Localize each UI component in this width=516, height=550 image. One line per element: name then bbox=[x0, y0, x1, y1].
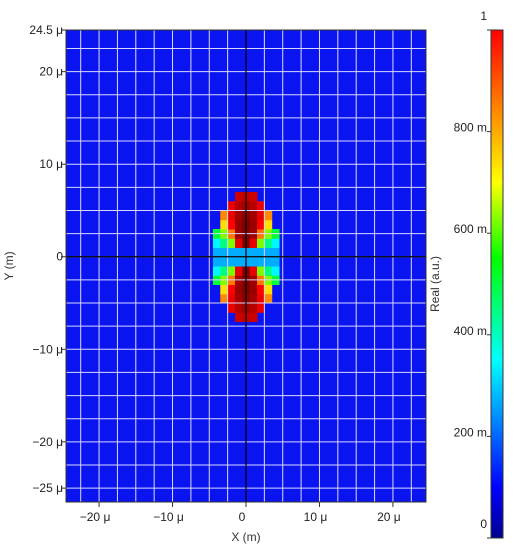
field-cell bbox=[234, 256, 243, 267]
field-cell bbox=[249, 303, 258, 313]
field-cell bbox=[234, 303, 243, 313]
field-cell bbox=[220, 210, 229, 221]
field-cell bbox=[249, 256, 258, 267]
field-cell bbox=[249, 191, 258, 202]
field-cell bbox=[257, 201, 265, 211]
field-cell bbox=[234, 284, 243, 295]
field-cell bbox=[220, 247, 229, 258]
field-cell bbox=[220, 238, 229, 248]
field-cell bbox=[234, 293, 243, 304]
field-cell bbox=[234, 219, 243, 230]
colorbar-tick-label: 800 m bbox=[454, 121, 487, 135]
field-cell bbox=[220, 219, 229, 230]
y-tick-label: 10 μ bbox=[39, 157, 63, 171]
y-tick-label: −20 μ bbox=[32, 435, 63, 449]
field-cell bbox=[249, 201, 258, 211]
field-cell bbox=[234, 312, 243, 323]
y-axis-ticks: 24.5 μ 20 μ 10 μ 0 −10 μ −20 μ −25 μ bbox=[29, 23, 66, 495]
field-cell bbox=[220, 284, 229, 295]
field-cell bbox=[227, 219, 236, 230]
field-cell bbox=[249, 247, 258, 258]
crosshair bbox=[66, 30, 426, 502]
field-cell bbox=[264, 256, 273, 267]
field-cell bbox=[271, 266, 280, 276]
field-cell bbox=[212, 247, 221, 258]
field-cell bbox=[257, 256, 265, 267]
colorbar-tick-label: 400 m bbox=[454, 324, 487, 338]
x-tick-label: 0 bbox=[239, 510, 246, 524]
colorbar-tick-label: 200 m bbox=[454, 425, 487, 439]
field-cell bbox=[227, 247, 236, 258]
colorbar-tick-label: 600 m bbox=[454, 222, 487, 236]
field-cell bbox=[264, 293, 273, 304]
field-cell bbox=[271, 256, 280, 267]
field-cell bbox=[234, 238, 243, 248]
field-cell bbox=[234, 210, 243, 221]
field-cell bbox=[220, 256, 229, 267]
field-cell bbox=[234, 247, 243, 258]
x-tick-label: 10 μ bbox=[304, 510, 328, 524]
y-axis-title: Y (m) bbox=[2, 251, 16, 280]
x-axis-title: X (m) bbox=[231, 530, 260, 544]
field-cell bbox=[257, 238, 265, 248]
y-tick-label: 0 bbox=[56, 250, 63, 264]
colorbar-title: Real (a.u.) bbox=[428, 256, 442, 312]
field-cell bbox=[227, 256, 236, 267]
field-cell bbox=[227, 201, 236, 211]
field-cell bbox=[212, 266, 221, 276]
field-cell bbox=[227, 210, 236, 221]
y-tick-label: 24.5 μ bbox=[29, 23, 63, 37]
field-cell bbox=[234, 266, 243, 276]
field-cell bbox=[227, 238, 236, 248]
y-tick-label: −25 μ bbox=[32, 481, 63, 495]
field-cell bbox=[257, 303, 265, 313]
colorbar bbox=[490, 29, 504, 539]
field-cell bbox=[234, 201, 243, 211]
field-cell bbox=[249, 284, 258, 295]
field-cell bbox=[257, 210, 265, 221]
field-cell bbox=[257, 284, 265, 295]
field-cell bbox=[249, 210, 258, 221]
field-cell bbox=[264, 247, 273, 258]
field-cell bbox=[257, 247, 265, 258]
x-axis-ticks: −20 μ −10 μ 0 10 μ 20 μ bbox=[80, 502, 401, 524]
field-cell bbox=[212, 256, 221, 267]
field-cell bbox=[257, 293, 265, 304]
field-cell bbox=[257, 219, 265, 230]
y-tick-label: 20 μ bbox=[39, 65, 63, 79]
field-cell bbox=[264, 284, 273, 295]
field-cell bbox=[220, 293, 229, 304]
field-cell bbox=[249, 219, 258, 230]
field-cell bbox=[227, 303, 236, 313]
colorbar-tick-label: 0 bbox=[480, 517, 487, 531]
field-cell bbox=[271, 247, 280, 258]
x-tick-label: −20 μ bbox=[80, 510, 111, 524]
field-cell bbox=[249, 293, 258, 304]
x-tick-label: −10 μ bbox=[153, 510, 184, 524]
field-cell bbox=[220, 266, 229, 276]
field-cell bbox=[264, 238, 273, 248]
field-cell bbox=[234, 191, 243, 202]
y-tick-label: −10 μ bbox=[32, 342, 63, 356]
colorbar-tick-label: 1 bbox=[480, 9, 487, 23]
field-cell bbox=[249, 312, 258, 323]
field-cell bbox=[271, 238, 280, 248]
field-cell bbox=[264, 210, 273, 221]
field-cell bbox=[264, 219, 273, 230]
field-cell bbox=[227, 284, 236, 295]
field-cell bbox=[227, 293, 236, 304]
field-cell bbox=[264, 266, 273, 276]
field-cell bbox=[257, 266, 265, 276]
field-cell bbox=[212, 238, 221, 248]
field-cell bbox=[227, 266, 236, 276]
field-cell bbox=[249, 266, 258, 276]
field-cell bbox=[249, 238, 258, 248]
x-tick-label: 20 μ bbox=[377, 510, 401, 524]
colorbar-ticks: 1 800 m 600 m 400 m 200 m 0 bbox=[454, 9, 491, 539]
